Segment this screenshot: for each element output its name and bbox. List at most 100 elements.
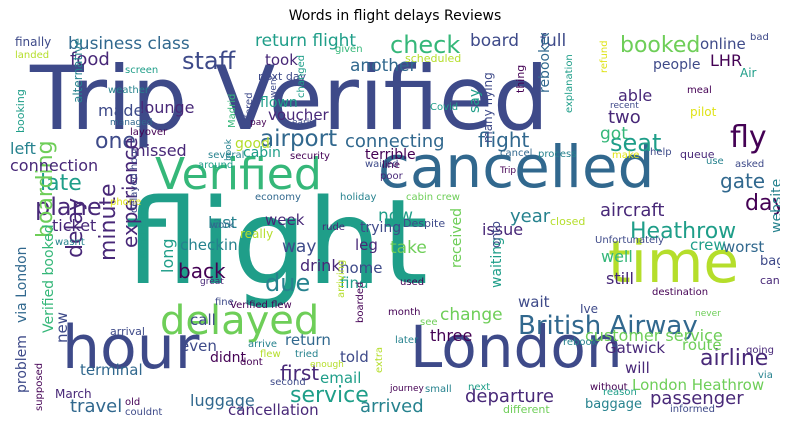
word-74: say [467, 88, 483, 113]
word-20: LHR [710, 51, 743, 70]
word-120: given [335, 44, 363, 55]
word-147: book [224, 139, 234, 161]
word-65: left [10, 139, 36, 158]
word-181: going [746, 345, 774, 356]
word-54: luggage [190, 391, 255, 410]
word-149: economy [255, 192, 301, 203]
word-173: arrival [110, 325, 145, 338]
word-119: changed [296, 54, 307, 98]
word-25: connecting [345, 131, 445, 152]
word-135: line [382, 160, 401, 171]
word-122: thing [514, 64, 527, 93]
word-102: long [158, 238, 177, 273]
word-97: email [320, 369, 362, 387]
word-70: rebooked [537, 33, 553, 93]
word-123: explanation [564, 54, 575, 113]
word-185: via [758, 370, 773, 381]
word-187: second [270, 377, 306, 388]
word-47: airline [700, 346, 769, 371]
word-142: queue [680, 148, 715, 161]
word-80: leg [355, 236, 378, 254]
word-177: flew [260, 349, 281, 360]
word-156: really [240, 227, 274, 241]
word-164: cant [760, 274, 780, 287]
word-112: weather [108, 85, 149, 96]
word-71: terrible [365, 147, 416, 163]
word-103: via London [14, 246, 30, 323]
word-169: Verified flew [230, 300, 292, 311]
word-193: baggage [585, 397, 642, 412]
word-57: route [682, 336, 722, 354]
word-143: use [706, 156, 724, 167]
word-108: landed [15, 50, 50, 61]
word-37: Heathrow [630, 219, 737, 244]
word-24: airport [260, 126, 338, 152]
word-22: seat [610, 129, 662, 157]
word-139: process [538, 149, 577, 160]
word-30: made [98, 101, 144, 120]
word-53: travel [70, 396, 123, 417]
word-50: arrived [360, 396, 424, 417]
word-91: still [606, 269, 634, 288]
word-3: hour [62, 313, 200, 383]
word-2: cancelled [378, 133, 655, 201]
word-132: early [292, 118, 315, 128]
word-33: plane [35, 193, 102, 221]
word-171: Ive [580, 302, 599, 316]
word-43: year [510, 206, 551, 227]
word-16: full [540, 33, 567, 51]
word-138: cancel [500, 148, 533, 159]
word-14: return flight [255, 33, 357, 51]
word-191: without [590, 382, 628, 393]
word-150: holiday [340, 192, 377, 203]
word-152: Despite [403, 217, 446, 230]
word-60: terminal [80, 361, 143, 379]
word-49: customer service [585, 326, 723, 345]
word-175: boarded [355, 281, 366, 323]
word-190: next [468, 382, 491, 393]
word-117: next day [258, 70, 307, 83]
word-161: Manchester [139, 205, 149, 258]
word-125: meal [687, 85, 712, 96]
word-114: Madrid [227, 93, 238, 128]
chart-title: Words in flight delays Reviews [288, 8, 502, 24]
word-45: worst [723, 238, 765, 256]
word-118: went [269, 75, 279, 98]
word-107: finally [15, 35, 52, 49]
word-111: screen [125, 65, 159, 76]
word-140: make [612, 150, 640, 161]
word-0: Trip Verified [30, 47, 549, 150]
word-78: drink [300, 256, 341, 275]
word-94: even [180, 337, 217, 355]
word-154: Unfortunately [595, 235, 664, 246]
word-113: managed [110, 118, 153, 128]
word-68: got [600, 124, 628, 144]
word-5: time [608, 228, 740, 296]
word-159: delayed hour [129, 147, 140, 213]
word-28: missed [130, 141, 187, 160]
word-134: waited [365, 159, 399, 170]
word-76: checkin [180, 236, 238, 254]
word-7: delayed [160, 298, 320, 344]
word-126: recent [610, 101, 639, 111]
word-160: great [200, 277, 224, 287]
word-104: Verified booked [41, 224, 57, 333]
word-188: journey [390, 384, 424, 394]
word-195: couldnt [125, 407, 163, 418]
word-88: received [449, 207, 465, 268]
word-23: fly [730, 120, 767, 155]
word-189: small [425, 384, 452, 395]
word-174: see [420, 317, 438, 328]
word-64: connection [10, 156, 99, 175]
word-136: poor [380, 171, 403, 182]
word-35: day [745, 191, 780, 216]
word-31: voucher [268, 106, 329, 124]
word-cloud: Trip Verified flight cancelled hour London ti… [10, 33, 780, 418]
word-100: website [769, 178, 780, 233]
word-32: late [40, 171, 82, 196]
word-121: scheduled [405, 52, 462, 65]
word-84: home [340, 259, 383, 277]
word-124: refund [599, 40, 610, 73]
word-127: pilot [690, 105, 717, 119]
word-6: Verified [155, 149, 322, 200]
